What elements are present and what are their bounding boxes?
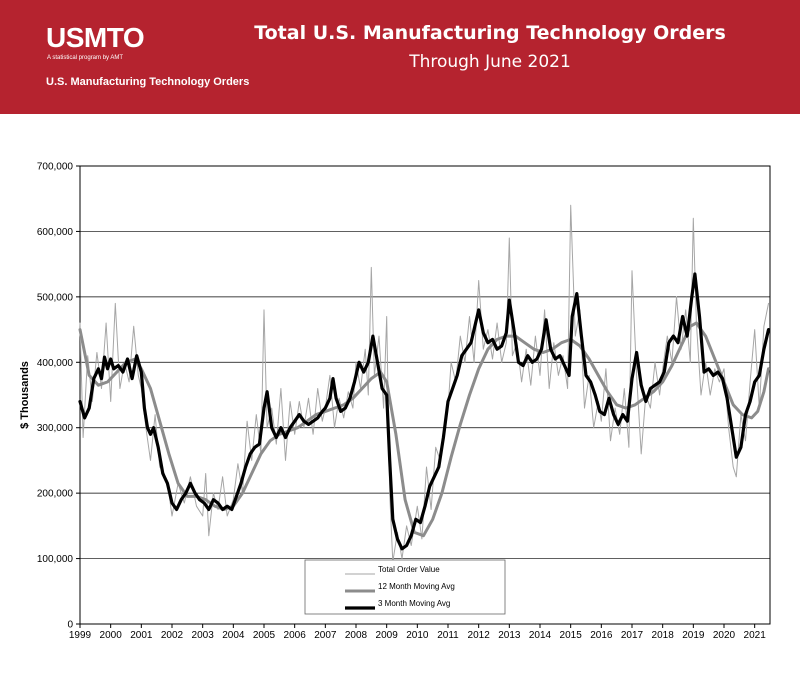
logo-tagline: A statistical program by AMT [47, 55, 124, 61]
legend-item-12-month-avg: 12 Month Moving Avg [378, 582, 455, 591]
logo-subtitle: U.S. Manufacturing Technology Orders [46, 76, 250, 88]
legend-box [304, 559, 506, 615]
x-tick-label: 2002 [161, 630, 184, 641]
x-tick-label: 2016 [590, 630, 613, 641]
chart-title: Total U.S. Manufacturing Technology Orde… [254, 22, 726, 44]
x-tick-label: 2014 [529, 630, 552, 641]
y-tick-label: 700,000 [37, 162, 74, 173]
y-tick-label: 300,000 [37, 423, 74, 434]
x-tick-label: 2019 [682, 630, 705, 641]
x-tick-label: 2013 [498, 630, 521, 641]
y-tick-label: 100,000 [37, 554, 74, 565]
x-tick-label: 1999 [69, 630, 92, 641]
x-tick-label: 2015 [560, 630, 583, 641]
x-tick-label: 2011 [437, 630, 459, 641]
chart-subtitle: Through June 2021 [409, 52, 571, 72]
series-line-total-order-value [79, 204, 769, 563]
x-tick-label: 2017 [621, 630, 644, 641]
x-tick-label: 2010 [406, 630, 429, 641]
x-tick-label: 2021 [744, 630, 767, 641]
usmto-logo: USMTO [46, 22, 145, 53]
y-tick-label: 500,000 [37, 292, 74, 303]
header-banner [0, 0, 800, 114]
series-line-12-month-avg [78, 321, 770, 538]
x-tick-label: 2020 [713, 630, 736, 641]
x-tick-label: 2018 [652, 630, 675, 641]
x-tick-label: 2007 [314, 630, 337, 641]
y-tick-label: 0 [67, 620, 73, 631]
x-tick-label: 2012 [468, 630, 491, 641]
y-axis-label: $ Thousands [19, 361, 31, 429]
x-tick-label: 2004 [222, 630, 245, 641]
x-tick-label: 2005 [253, 630, 276, 641]
x-tick-label: 2008 [345, 630, 368, 641]
series-line-3-month-avg [78, 272, 771, 551]
y-tick-label: 200,000 [37, 489, 74, 500]
y-tick-label: 600,000 [37, 227, 74, 238]
x-tick-label: 2001 [130, 630, 153, 641]
plot-area [79, 165, 771, 625]
x-tick-label: 2003 [192, 630, 215, 641]
x-tick-label: 2009 [376, 630, 399, 641]
legend-item-total-order-value: Total Order Value [378, 565, 440, 574]
x-tick-label: 2000 [100, 630, 123, 641]
legend-item-3-month-avg: 3 Month Moving Avg [378, 599, 450, 608]
x-tick-label: 2006 [284, 630, 307, 641]
y-tick-label: 400,000 [37, 358, 74, 369]
